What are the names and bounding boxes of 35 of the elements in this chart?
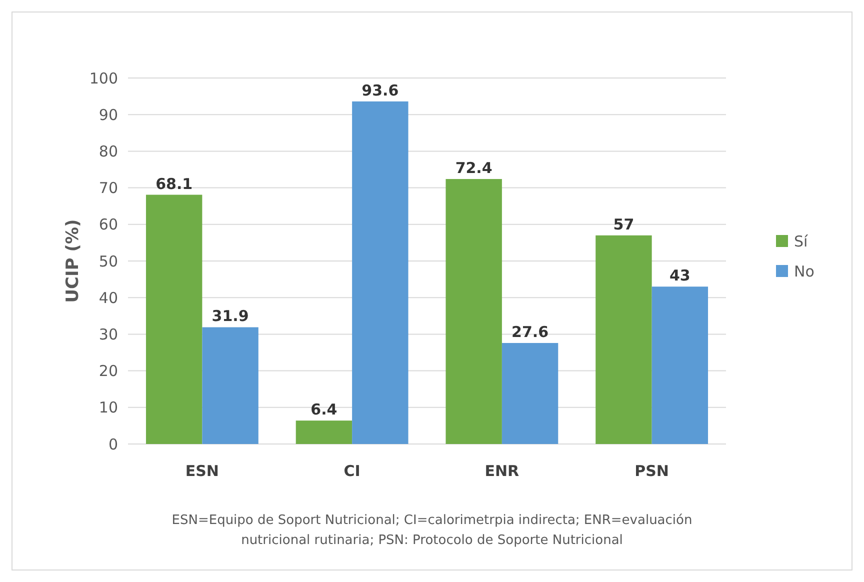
bar [352,101,408,444]
y-tick-label: 60 [98,216,118,234]
y-tick-label: 90 [98,106,118,124]
x-tick-label: CI [344,462,360,480]
y-tick-label: 50 [98,252,118,270]
bar [446,179,502,444]
legend-label: No [794,262,814,280]
x-tick-label: ENR [484,462,520,480]
data-label: 31.9 [212,307,249,326]
x-tick-label: ESN [185,462,219,480]
data-label: 43 [669,266,690,285]
y-axis-title: UCIP (%) [63,219,83,303]
bar [296,420,352,444]
y-tick-label: 80 [98,142,118,160]
bar [596,235,652,444]
x-tick-label: PSN [634,462,669,480]
bar [502,342,558,444]
y-tick-label: 40 [98,288,118,307]
y-tick-label: 10 [98,398,118,417]
y-tick-label: 100 [89,69,118,88]
y-tick-label: 30 [98,325,118,344]
text: ESN=Equipo de Soport Nutricional; CI=calorimetrpia indirecta; ENR=evaluación nutricional rutinaria; PSN: Protocolo de Soporte Nutricional [172,513,692,548]
legend-label: Sí [794,232,809,250]
bar [146,194,202,444]
y-tick-label: 70 [98,179,118,198]
bar [202,327,258,444]
data-label: 27.6 [512,322,549,341]
y-tick-label: 0 [108,435,118,454]
data-label: 93.6 [362,81,399,100]
y-tick-label: 20 [98,362,118,380]
data-label: 72.4 [455,159,492,178]
data-label: 6.4 [310,400,338,419]
data-label: 57 [613,215,634,234]
bar [652,286,708,444]
data-label: 68.1 [156,174,193,193]
